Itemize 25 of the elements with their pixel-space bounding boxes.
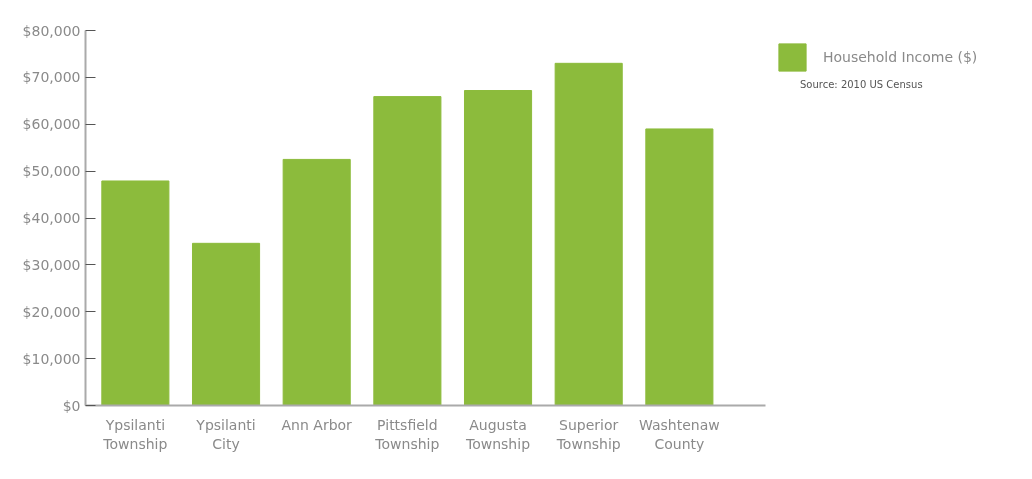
bar: [282, 158, 351, 406]
y-tick-label: $50,000: [22, 163, 81, 180]
y-tick-label: $40,000: [22, 210, 81, 226]
y-tick-label: $70,000: [22, 69, 81, 86]
y-tick-label: $0: [62, 397, 81, 414]
bar: [101, 180, 170, 406]
x-tick-label: Ann Arbor: [281, 416, 353, 433]
x-tick-label: Pittsfield Township: [374, 416, 440, 452]
y-tick-label: $60,000: [22, 116, 81, 133]
y-tick-label: $30,000: [22, 256, 81, 273]
y-tick-label: $10,000: [22, 350, 81, 367]
source-note: Source: 2010 US Census: [800, 78, 923, 92]
y-tick-label: $80,000: [22, 22, 81, 39]
bar: [645, 128, 714, 406]
bar: [191, 242, 261, 406]
x-tick-label: Ypsilanti City: [195, 416, 256, 452]
bar: [463, 90, 533, 406]
bar: [554, 62, 623, 406]
x-tick-label: Washtenaw County: [639, 416, 720, 452]
y-tick-label: $20,000: [22, 303, 81, 320]
legend-label: Household Income ($): [823, 49, 978, 65]
x-tick-label: Augusta Township: [465, 416, 531, 452]
x-tick-label: Ypsilanti Township: [102, 416, 168, 452]
x-tick-label: Superior Township: [555, 416, 621, 452]
bar: [373, 96, 442, 406]
